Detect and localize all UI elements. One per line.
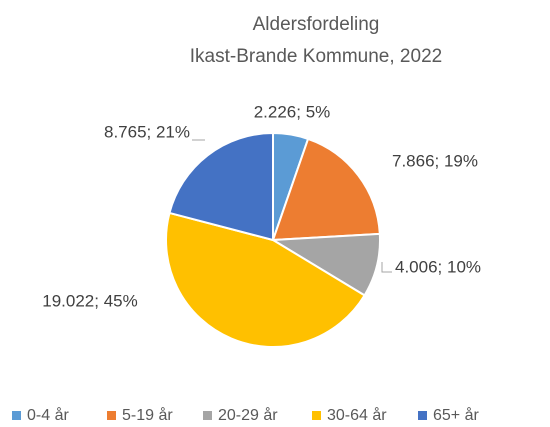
data-label: 19.022; 45% xyxy=(42,291,137,310)
legend-label: 65+ år xyxy=(433,406,479,424)
data-label: 2.226; 5% xyxy=(254,102,331,121)
pie-slice xyxy=(165,211,366,348)
data-label: 8.765; 21% xyxy=(104,122,190,141)
legend-label: 5-19 år xyxy=(122,406,173,424)
legend-swatch xyxy=(312,411,321,420)
legend-swatch xyxy=(418,411,427,420)
legend-swatch xyxy=(12,411,21,420)
legend-label: 0-4 år xyxy=(27,406,69,424)
data-label: 7.866; 19% xyxy=(392,151,478,170)
legend-label: 20-29 år xyxy=(218,406,278,424)
pie-slice xyxy=(271,137,381,242)
chart-title: Aldersfordeling xyxy=(253,14,380,35)
chart-subtitle: Ikast-Brande Kommune, 2022 xyxy=(190,46,442,67)
legend-label: 30-64 år xyxy=(327,406,387,424)
data-label: 4.006; 10% xyxy=(395,257,481,276)
legend-swatch xyxy=(107,411,116,420)
legend-swatch xyxy=(203,411,212,420)
leader-line xyxy=(381,262,392,273)
pie-slice xyxy=(168,131,274,242)
